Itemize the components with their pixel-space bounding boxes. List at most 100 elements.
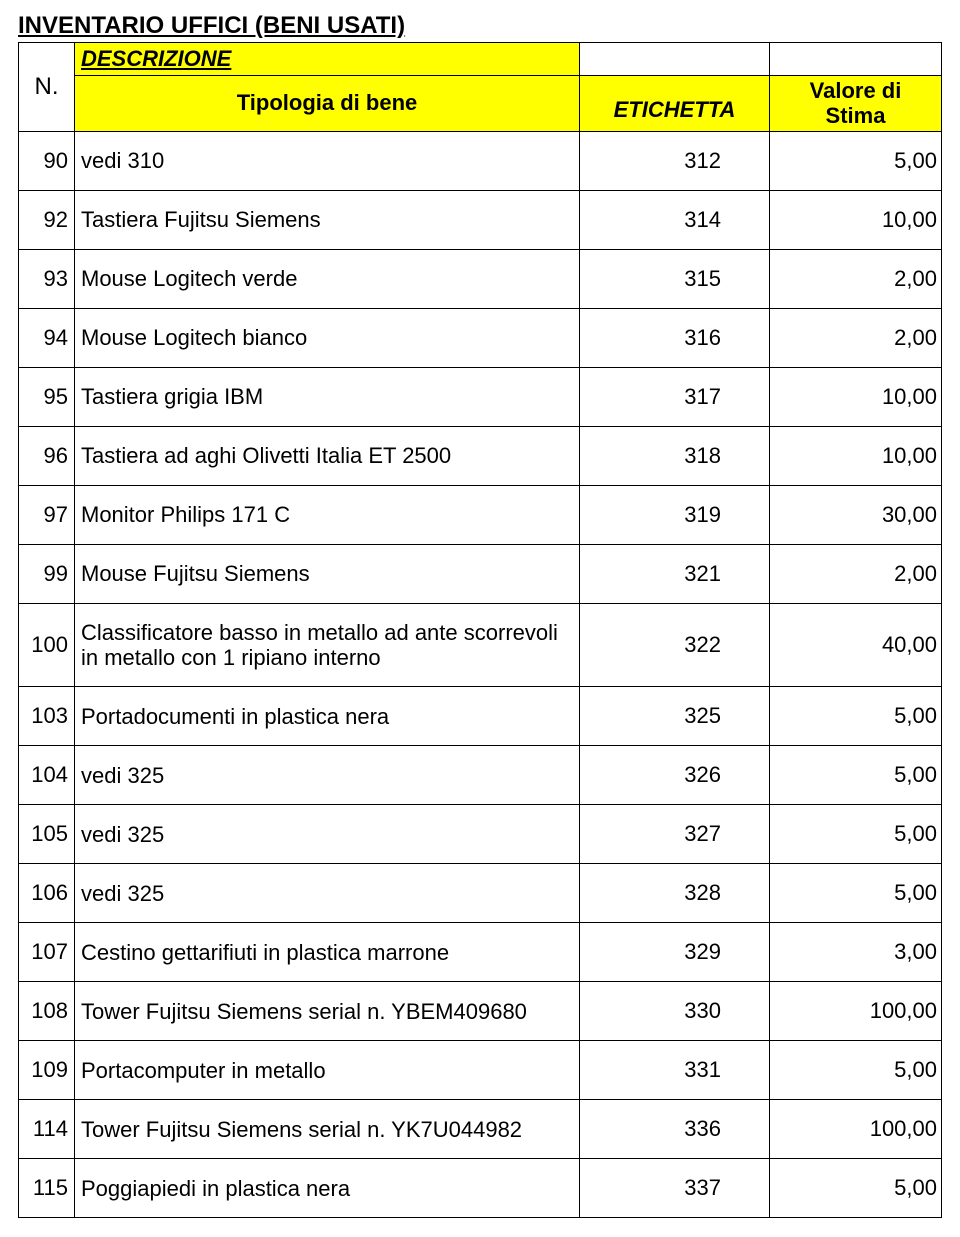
cell-desc: Tower Fujitsu Siemens serial n. YK7U0449… — [75, 1100, 580, 1159]
cell-desc: Portadocumenti in plastica nera — [75, 687, 580, 746]
cell-valore: 5,00 — [770, 746, 942, 805]
cell-desc: Cestino gettarifiuti in plastica marrone — [75, 923, 580, 982]
cell-n: 115 — [19, 1159, 75, 1218]
cell-desc: Monitor Philips 171 C — [75, 485, 580, 544]
cell-n: 96 — [19, 426, 75, 485]
table-row: 108Tower Fujitsu Siemens serial n. YBEM4… — [19, 982, 942, 1041]
header-blank-1 — [580, 43, 770, 76]
table-row: 100Classificatore basso in metallo ad an… — [19, 603, 942, 687]
cell-n: 106 — [19, 864, 75, 923]
cell-n: 107 — [19, 923, 75, 982]
cell-etichetta: 314 — [580, 190, 770, 249]
cell-desc: Classificatore basso in metallo ad ante … — [75, 603, 580, 687]
col-header-tipologia: Tipologia di bene — [75, 76, 580, 132]
cell-etichetta: 327 — [580, 805, 770, 864]
cell-n: 100 — [19, 603, 75, 687]
cell-etichetta: 336 — [580, 1100, 770, 1159]
cell-n: 99 — [19, 544, 75, 603]
cell-desc: Mouse Fujitsu Siemens — [75, 544, 580, 603]
table-row: 97Monitor Philips 171 C31930,00 — [19, 485, 942, 544]
cell-etichetta: 315 — [580, 249, 770, 308]
cell-valore: 30,00 — [770, 485, 942, 544]
table-row: 96Tastiera ad aghi Olivetti Italia ET 25… — [19, 426, 942, 485]
cell-n: 93 — [19, 249, 75, 308]
cell-etichetta: 331 — [580, 1041, 770, 1100]
table-row: 92Tastiera Fujitsu Siemens31410,00 — [19, 190, 942, 249]
cell-etichetta: 321 — [580, 544, 770, 603]
cell-valore: 5,00 — [770, 805, 942, 864]
cell-valore: 5,00 — [770, 864, 942, 923]
cell-desc: Mouse Logitech bianco — [75, 308, 580, 367]
cell-desc: Portacomputer in metallo — [75, 1041, 580, 1100]
table-row: 106vedi 3253285,00 — [19, 864, 942, 923]
cell-n: 114 — [19, 1100, 75, 1159]
cell-valore: 10,00 — [770, 367, 942, 426]
cell-n: 90 — [19, 131, 75, 190]
cell-etichetta: 329 — [580, 923, 770, 982]
cell-desc: Tower Fujitsu Siemens serial n. YBEM4096… — [75, 982, 580, 1041]
cell-valore: 10,00 — [770, 190, 942, 249]
cell-desc: Tastiera Fujitsu Siemens — [75, 190, 580, 249]
col-header-etichetta: ETICHETTA — [580, 76, 770, 132]
table-row: 105vedi 3253275,00 — [19, 805, 942, 864]
col-header-descrizione: DESCRIZIONE — [75, 43, 580, 76]
cell-desc: vedi 325 — [75, 805, 580, 864]
inventory-table: N. DESCRIZIONE Tipologia di bene ETICHET… — [18, 42, 942, 1218]
cell-n: 95 — [19, 367, 75, 426]
table-row: 103Portadocumenti in plastica nera3255,0… — [19, 687, 942, 746]
cell-desc: vedi 325 — [75, 746, 580, 805]
cell-etichetta: 317 — [580, 367, 770, 426]
cell-n: 108 — [19, 982, 75, 1041]
table-row: 114Tower Fujitsu Siemens serial n. YK7U0… — [19, 1100, 942, 1159]
cell-n: 104 — [19, 746, 75, 805]
cell-etichetta: 326 — [580, 746, 770, 805]
table-row: 99Mouse Fujitsu Siemens3212,00 — [19, 544, 942, 603]
cell-etichetta: 325 — [580, 687, 770, 746]
table-row: 107Cestino gettarifiuti in plastica marr… — [19, 923, 942, 982]
cell-valore: 3,00 — [770, 923, 942, 982]
cell-etichetta: 319 — [580, 485, 770, 544]
cell-desc: Tastiera grigia IBM — [75, 367, 580, 426]
valore-line1: Valore di — [810, 78, 902, 103]
table-row: 94Mouse Logitech bianco3162,00 — [19, 308, 942, 367]
cell-n: 105 — [19, 805, 75, 864]
cell-valore: 5,00 — [770, 687, 942, 746]
valore-line2: Stima — [826, 103, 886, 128]
cell-desc: Mouse Logitech verde — [75, 249, 580, 308]
cell-n: 92 — [19, 190, 75, 249]
cell-n: 109 — [19, 1041, 75, 1100]
cell-etichetta: 312 — [580, 131, 770, 190]
cell-valore: 40,00 — [770, 603, 942, 687]
table-row: 109Portacomputer in metallo3315,00 — [19, 1041, 942, 1100]
cell-valore: 10,00 — [770, 426, 942, 485]
cell-n: 103 — [19, 687, 75, 746]
cell-etichetta: 322 — [580, 603, 770, 687]
cell-etichetta: 316 — [580, 308, 770, 367]
cell-valore: 100,00 — [770, 1100, 942, 1159]
col-header-valore: Valore di Stima — [770, 76, 942, 132]
cell-etichetta: 337 — [580, 1159, 770, 1218]
cell-desc: Tastiera ad aghi Olivetti Italia ET 2500 — [75, 426, 580, 485]
cell-valore: 2,00 — [770, 249, 942, 308]
cell-valore: 5,00 — [770, 131, 942, 190]
cell-n: 94 — [19, 308, 75, 367]
cell-valore: 2,00 — [770, 308, 942, 367]
cell-desc: vedi 325 — [75, 864, 580, 923]
cell-etichetta: 330 — [580, 982, 770, 1041]
table-row: 93Mouse Logitech verde3152,00 — [19, 249, 942, 308]
cell-etichetta: 318 — [580, 426, 770, 485]
cell-valore: 5,00 — [770, 1041, 942, 1100]
table-row: 90vedi 3103125,00 — [19, 131, 942, 190]
table-row: 104vedi 3253265,00 — [19, 746, 942, 805]
cell-valore: 5,00 — [770, 1159, 942, 1218]
cell-valore: 100,00 — [770, 982, 942, 1041]
header-blank-2 — [770, 43, 942, 76]
cell-valore: 2,00 — [770, 544, 942, 603]
table-row: 115Poggiapiedi in plastica nera3375,00 — [19, 1159, 942, 1218]
cell-desc: vedi 310 — [75, 131, 580, 190]
cell-etichetta: 328 — [580, 864, 770, 923]
table-row: 95Tastiera grigia IBM31710,00 — [19, 367, 942, 426]
col-header-n: N. — [19, 43, 75, 132]
cell-n: 97 — [19, 485, 75, 544]
cell-desc: Poggiapiedi in plastica nera — [75, 1159, 580, 1218]
